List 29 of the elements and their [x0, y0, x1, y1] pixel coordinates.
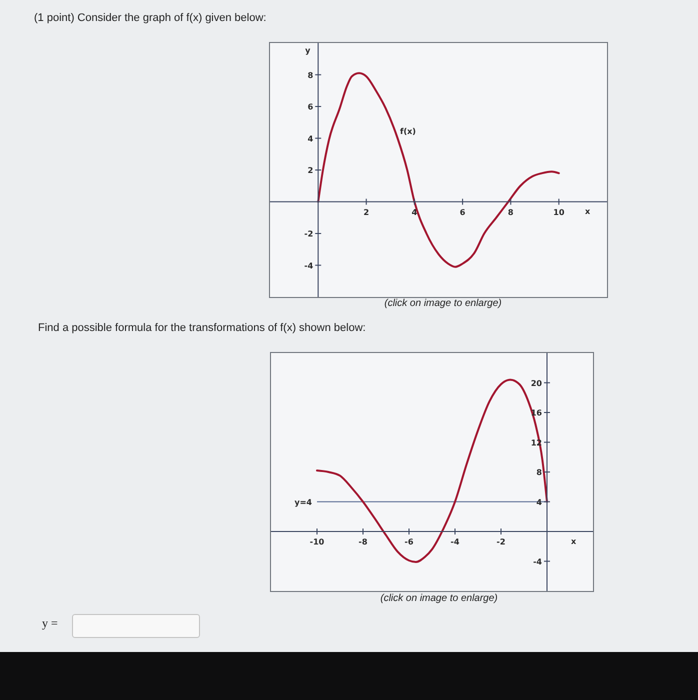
x-tick-label: -10 [310, 538, 325, 546]
x-tick-label: 4 [412, 208, 418, 217]
y-axis-title: y [305, 46, 310, 55]
text: (1 point) Consider the graph of f(x) given below: [34, 12, 266, 24]
y-tick-label: 8 [308, 70, 314, 80]
x-tick-label: 10 [553, 208, 565, 217]
x-axis-title: x [571, 536, 576, 546]
x-tick-label: -6 [404, 538, 414, 546]
chart-title: Find a possible formula for the transformations of f(x) shown below: [38, 322, 366, 334]
x-axis-title: x [585, 206, 590, 216]
ref-line-label: y=4 [294, 498, 312, 507]
series-label: f(x) [400, 127, 416, 136]
x-tick-label: 6 [460, 208, 466, 217]
x-tick-label: -8 [358, 538, 368, 546]
y-tick-label: -4 [304, 261, 314, 270]
y-tick-label: 6 [308, 102, 314, 112]
x-tick-label: -2 [496, 538, 506, 546]
x-tick-label: 2 [363, 208, 370, 217]
x-tick-label: 8 [508, 208, 514, 217]
y-tick-label: 4 [308, 134, 314, 144]
text: (click on image to enlarge) [379, 593, 499, 604]
y-tick-label: -2 [304, 230, 314, 238]
text: (click on image to enlarge) [383, 298, 503, 309]
y-tick-label: 20 [530, 378, 542, 388]
y-tick-label: 8 [536, 468, 542, 477]
y-tick-label: -4 [533, 557, 542, 566]
x-tick-label: -4 [450, 538, 460, 546]
text: y = [42, 616, 59, 631]
y-tick-label: 2 [308, 166, 314, 175]
